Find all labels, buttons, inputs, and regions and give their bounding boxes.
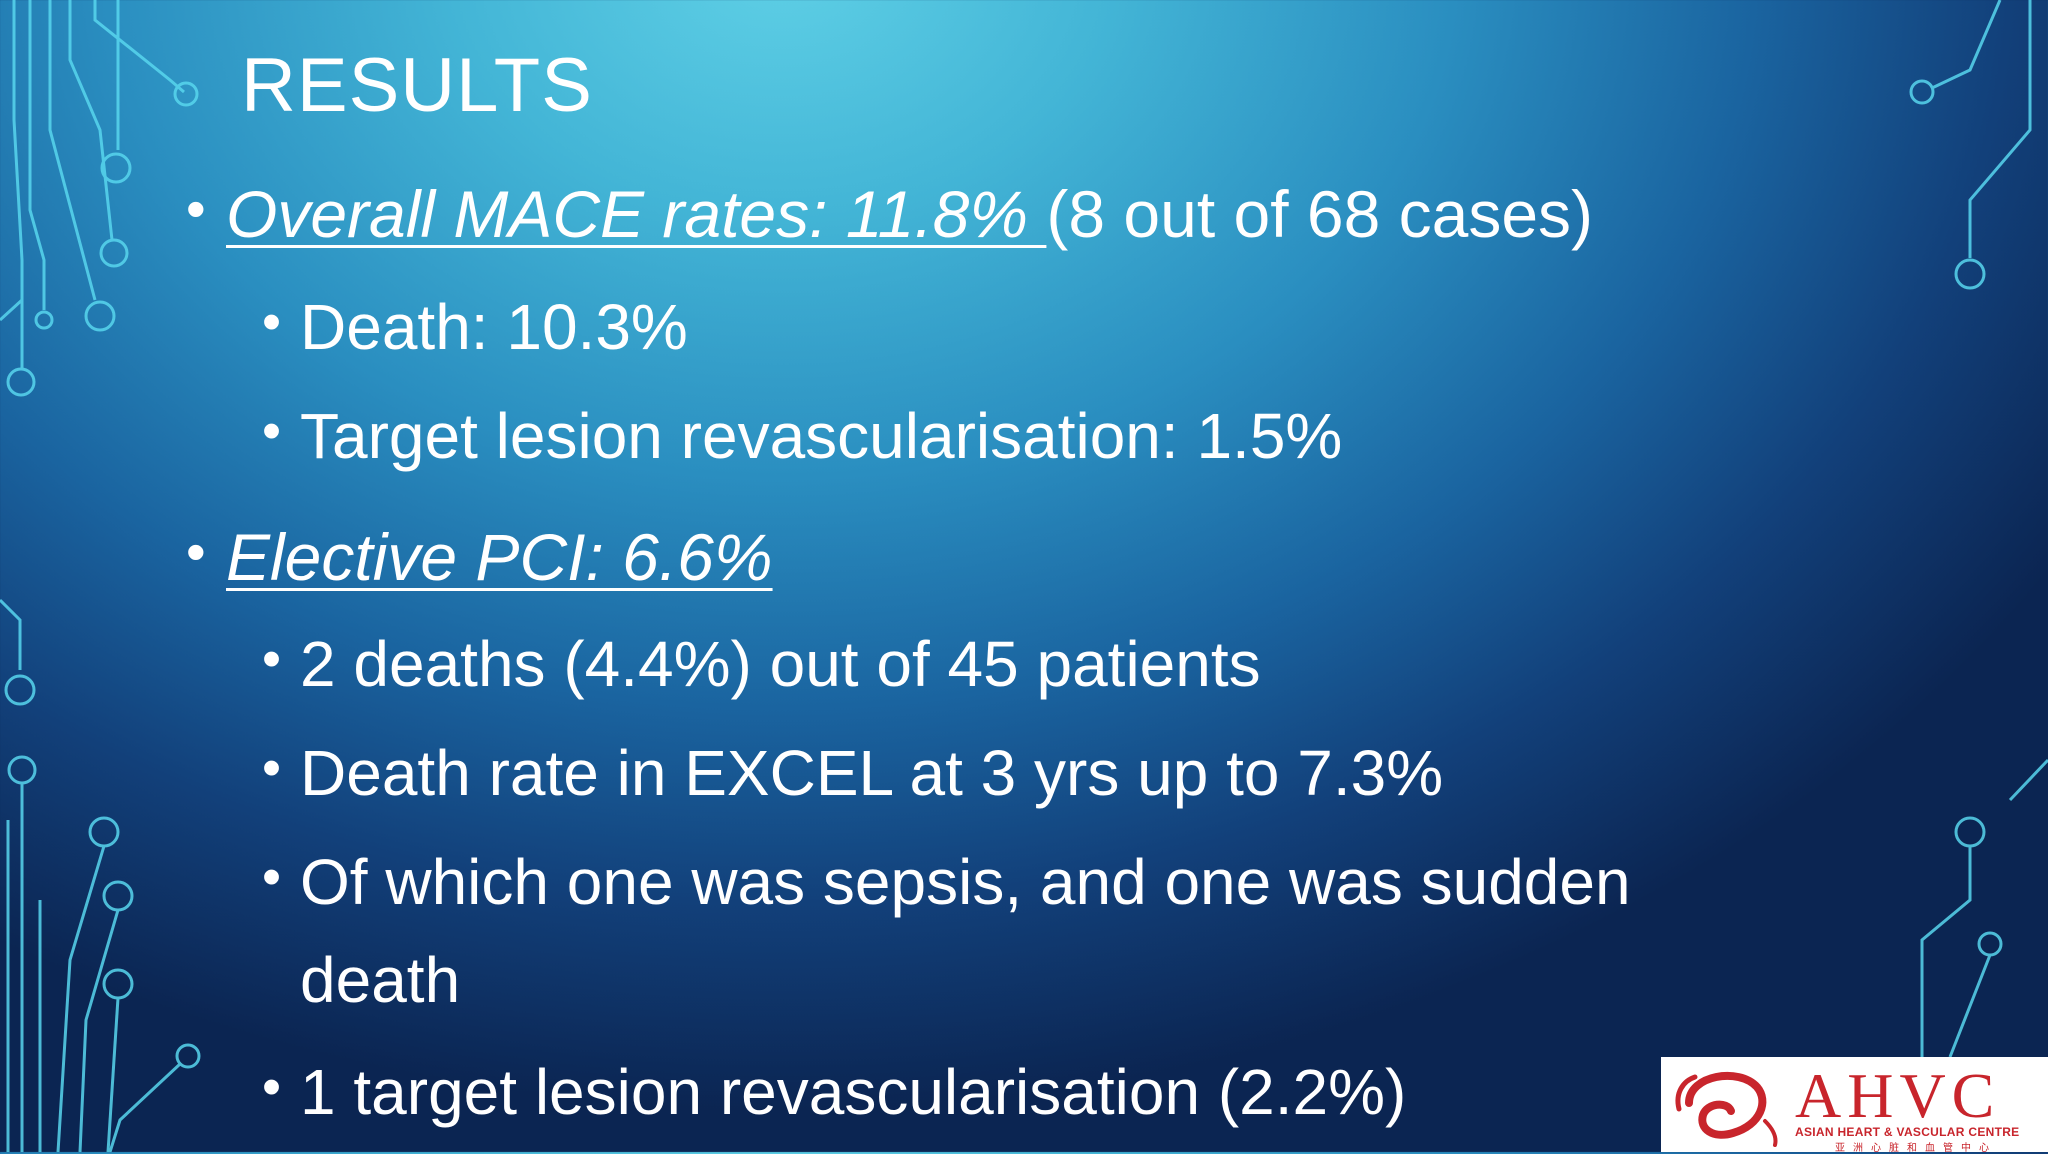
bullet-glyph: • <box>262 400 282 461</box>
logo-subtitle-chinese: 亚洲心脏和血管中心 <box>1835 1143 1997 1154</box>
bullet-text: Target lesion revascularisation: 1.5% <box>300 400 1343 472</box>
bullet-text: 1 target lesion revascularisation (2.2%) <box>300 1056 1407 1128</box>
bullet-glyph: • <box>186 520 206 583</box>
bullet-emphasis: Overall MACE rates: 11.8% <box>226 177 1047 251</box>
logo-subtitle: ASIAN HEART & VASCULAR CENTRE <box>1795 1125 2020 1139</box>
heart-swirl-icon <box>1675 1071 1778 1147</box>
bullet-glyph: • <box>262 628 282 689</box>
bullet-glyph: • <box>262 291 282 352</box>
bullet-text: Death rate in EXCEL at 3 yrs up to 7.3% <box>300 737 1444 809</box>
bullet-text: Of which one was sepsis, and one was sud… <box>300 846 1631 918</box>
ahvc-logo: AHVC ASIAN HEART & VASCULAR CENTRE 亚洲心脏和… <box>1661 1057 2048 1154</box>
bullet-text: 2 deaths (4.4%) out of 45 patients <box>300 628 1261 700</box>
bullet-glyph: • <box>262 1056 282 1117</box>
bullet-emphasis: Elective PCI: 6.6% <box>226 520 773 594</box>
bullet-glyph: • <box>262 737 282 798</box>
slide-title: RESULTS <box>241 43 593 128</box>
bullet-glyph: • <box>186 177 206 240</box>
logo-name: AHVC <box>1795 1060 2001 1131</box>
bullet-glyph: • <box>262 846 282 907</box>
bullet-text-continued: death <box>300 944 461 1016</box>
bullet-text: Death: 10.3% <box>300 291 688 363</box>
bullet-text: (8 out of 68 cases) <box>1046 177 1594 251</box>
